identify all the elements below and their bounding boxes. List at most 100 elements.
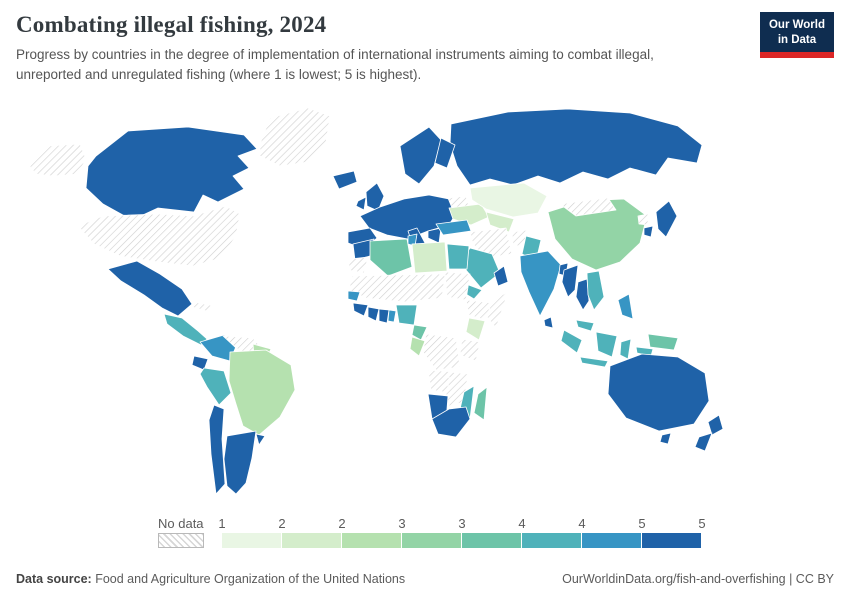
country-guinea[interactable] (352, 302, 369, 317)
country-somalia[interactable] (486, 291, 509, 329)
legend-tick-label: 3 (398, 516, 406, 531)
country-tasmania[interactable] (659, 432, 672, 445)
country-new_zealand[interactable] (694, 432, 713, 452)
country-peru[interactable] (199, 367, 232, 406)
legend-bin-2[interactable] (342, 533, 402, 548)
country-cuba[interactable] (191, 301, 215, 313)
country-nigeria[interactable] (395, 304, 418, 326)
country-togo_benin[interactable] (387, 309, 397, 323)
legend-bin-0[interactable] (222, 533, 282, 548)
country-indonesia[interactable] (595, 331, 618, 358)
country-sri_lanka[interactable] (543, 316, 554, 329)
owid-logo-line1: Our World (768, 19, 825, 31)
data-source: Data source: Food and Agriculture Organi… (16, 572, 405, 586)
country-ukraine[interactable] (448, 203, 490, 226)
country-tanzania[interactable] (459, 338, 481, 362)
chart-footer: Data source: Food and Agriculture Organi… (16, 572, 834, 586)
country-indonesia[interactable] (619, 338, 632, 360)
legend-tick-labels: 1 2 2 3 3 4 4 5 5 (218, 516, 706, 533)
country-australia[interactable] (607, 353, 710, 432)
legend-color-bar (222, 533, 704, 548)
country-libya[interactable] (411, 241, 448, 274)
country-south_africa[interactable] (431, 406, 471, 438)
legend-bin-4[interactable] (462, 533, 522, 548)
country-brazil[interactable] (228, 349, 296, 436)
legend-tick-label: 5 (698, 516, 706, 531)
world-choropleth-svg[interactable] (8, 104, 843, 506)
country-japan[interactable] (655, 200, 678, 238)
country-central_america[interactable] (163, 313, 208, 346)
owid-logo[interactable]: Our World in Data (759, 12, 834, 58)
country-vietnam[interactable] (586, 270, 605, 311)
country-drc[interactable] (422, 333, 461, 371)
legend-bin-6[interactable] (582, 533, 642, 548)
country-mexico[interactable] (107, 260, 193, 317)
country-russia[interactable] (449, 108, 703, 186)
country-balkans_greece[interactable] (427, 227, 442, 244)
country-south_korea[interactable] (643, 225, 654, 238)
country-ethiopia[interactable] (465, 299, 493, 321)
country-uruguay[interactable] (255, 433, 266, 446)
country-argentina[interactable] (223, 430, 257, 495)
country-north_korea[interactable] (637, 213, 649, 226)
country-central_asia[interactable] (485, 211, 515, 233)
country-myanmar[interactable] (561, 264, 579, 298)
legend-bin-5[interactable] (522, 533, 582, 548)
legend-tick-label: 4 (578, 516, 586, 531)
country-gabon_congo[interactable] (409, 336, 426, 357)
legend-bin-1[interactable] (282, 533, 342, 548)
country-western_sahara[interactable] (347, 256, 369, 274)
legend-bins: 1 2 2 3 3 4 4 5 5 (218, 516, 706, 548)
country-new_zealand[interactable] (707, 414, 724, 436)
chart-title: Combating illegal fishing, 2024 (16, 12, 327, 37)
data-source-label: Data source: (16, 572, 92, 586)
chart-subtitle: Progress by countries in the degree of i… (16, 47, 654, 82)
country-alaska[interactable] (27, 143, 87, 177)
map-legend: No data 1 2 2 3 3 4 4 5 5 (158, 516, 706, 548)
country-thailand[interactable] (575, 278, 590, 311)
country-finland[interactable] (434, 137, 456, 169)
country-iceland[interactable] (332, 170, 358, 190)
country-ireland[interactable] (355, 196, 367, 211)
country-egypt[interactable] (446, 243, 470, 270)
country-indonesia[interactable] (560, 329, 583, 354)
country-senegal[interactable] (347, 290, 361, 302)
legend-tick-label: 4 (518, 516, 526, 531)
country-chile[interactable] (208, 404, 226, 495)
country-ghana[interactable] (378, 308, 390, 324)
owid-logo-line2: in Data (777, 33, 817, 46)
country-norway_sweden[interactable] (399, 126, 442, 185)
country-mongolia[interactable] (559, 197, 617, 217)
country-greenland[interactable] (259, 107, 331, 167)
no-data-swatch[interactable] (158, 533, 204, 548)
legend-tick-label: 1 (218, 516, 226, 531)
legend-tick-label: 2 (338, 516, 346, 531)
country-ivory_coast[interactable] (367, 306, 380, 322)
legend-tick-label: 2 (278, 516, 286, 531)
country-usa[interactable] (77, 205, 241, 267)
country-malaysia[interactable] (575, 319, 595, 332)
country-philippines[interactable] (617, 293, 634, 320)
country-oman[interactable] (493, 265, 509, 287)
country-india[interactable] (519, 250, 562, 317)
data-source-value: Food and Agriculture Organization of the… (91, 572, 406, 586)
world-map[interactable] (8, 104, 843, 506)
chart-header: Combating illegal fishing, 2024 Our Worl… (16, 12, 834, 84)
country-canada[interactable] (85, 126, 258, 221)
country-madagascar[interactable] (473, 386, 488, 421)
country-kenya[interactable] (465, 317, 486, 341)
country-kazakhstan[interactable] (469, 182, 548, 218)
legend-bin-7[interactable] (642, 533, 702, 548)
country-turkey[interactable] (435, 219, 472, 236)
country-new_guinea[interactable] (647, 333, 679, 351)
footer-credit[interactable]: OurWorldinData.org/fish-and-overfishing … (562, 572, 834, 586)
country-sahel_states[interactable] (348, 273, 446, 303)
country-sudan[interactable] (444, 271, 471, 301)
country-algeria[interactable] (369, 238, 413, 277)
legend-tick-label: 5 (638, 516, 646, 531)
legend-bin-3[interactable] (402, 533, 462, 548)
legend-no-data[interactable]: No data (158, 516, 204, 548)
country-indonesia[interactable] (579, 356, 609, 368)
country-uk[interactable] (365, 182, 385, 212)
